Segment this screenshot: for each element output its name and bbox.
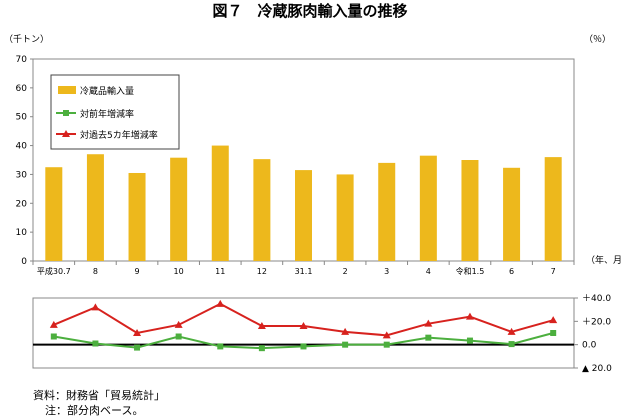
- series-point: [299, 322, 308, 329]
- series-point: [216, 299, 225, 307]
- series-point: [508, 341, 515, 348]
- top-y-tick-label: 70: [16, 55, 28, 65]
- series-point: [425, 334, 432, 341]
- series-point: [133, 329, 142, 336]
- footnote: 注：部分肉ベース。: [45, 403, 143, 417]
- top-y-tick-label: 40: [16, 142, 28, 152]
- x-tick-label: 10: [174, 267, 184, 276]
- legend-5yr-marker: [62, 130, 70, 137]
- series-line: [53, 302, 554, 337]
- bar: [86, 154, 104, 261]
- bottom-y-tick-label: ＋40.0: [582, 293, 611, 304]
- top-y-tick-label: 50: [16, 113, 28, 123]
- top-y-tick-label: 10: [16, 228, 28, 238]
- x-tick-label: 2: [343, 267, 348, 276]
- legend-yoy-label: 対前年増減率: [80, 108, 134, 120]
- x-tick-label: 8: [93, 267, 98, 276]
- series-point: [91, 303, 100, 311]
- top-y-tick-label: 20: [16, 199, 28, 209]
- bottom-y-tick-label: 0.0: [582, 341, 597, 351]
- bottom-y-unit: （％）: [584, 34, 611, 45]
- bottom-y-tick-label: ＋20.0: [582, 316, 611, 327]
- series-point: [383, 341, 390, 348]
- top-y-tick-label: 0: [21, 257, 27, 267]
- x-axis-labels: 平成30.7 8 9 10 11 12 31.1 2 3 4 令和1.5 6 7: [32, 261, 575, 276]
- legend-bar-swatch: [58, 86, 76, 94]
- top-y-unit: （千トン）: [4, 34, 49, 45]
- series-point: [549, 316, 558, 324]
- bar: [461, 160, 479, 261]
- legend-yoy-marker: [63, 110, 69, 116]
- x-tick-label: 12: [257, 267, 267, 276]
- bar: [419, 155, 437, 261]
- series-point: [466, 337, 473, 344]
- x-tick-label: 9: [134, 267, 139, 276]
- x-tick-label: 31.1: [295, 267, 313, 276]
- bar: [295, 170, 312, 261]
- top-y-tick-label: 60: [16, 84, 28, 94]
- series-point: [175, 333, 182, 340]
- series-point: [92, 340, 99, 347]
- x-tick-label: 6: [509, 267, 514, 276]
- bar-series: [45, 145, 562, 261]
- source-note: 資料：財務省「貿易統計」: [33, 388, 165, 402]
- top-y-tick-label: 30: [16, 170, 28, 180]
- series-point: [507, 327, 516, 335]
- x-unit: （年、月）: [586, 254, 621, 266]
- series-point: [424, 319, 433, 327]
- series-point: [342, 341, 349, 348]
- line-series: [49, 299, 558, 352]
- bar: [503, 167, 521, 261]
- series-point: [300, 343, 307, 350]
- series-point: [382, 331, 391, 339]
- series-point: [174, 320, 183, 328]
- legend: 冷蔵品輸入量 対前年増減率 対過去5カ年増減率: [50, 74, 180, 150]
- x-tick-label: 7: [551, 267, 556, 276]
- bottom-y-tick-label: ▲ 20.0: [582, 364, 612, 374]
- series-point: [134, 344, 141, 351]
- bar: [253, 159, 271, 261]
- series-point: [258, 345, 265, 352]
- series-point: [50, 333, 57, 340]
- series-point: [49, 320, 58, 328]
- bar: [544, 157, 562, 261]
- bar: [170, 157, 188, 261]
- bar: [211, 145, 229, 261]
- series-point: [217, 343, 224, 350]
- x-tick-label: 平成30.7: [37, 266, 71, 276]
- bottom-y-axis: ＋40.0 ＋20.0 0.0 ▲ 20.0: [33, 293, 612, 374]
- bottom-plot-frame: [32, 297, 575, 369]
- series-point: [257, 322, 266, 329]
- chart-title: 図７ 冷蔵豚肉輸入量の推移: [212, 2, 407, 20]
- bar: [336, 174, 354, 261]
- series-point: [550, 330, 557, 336]
- series-point: [465, 312, 474, 320]
- bar: [45, 167, 63, 261]
- top-y-axis: 0 10 20 30 40 50 60 70: [16, 55, 33, 267]
- bar: [128, 172, 146, 261]
- bar: [378, 162, 396, 261]
- legend-bar-label: 冷蔵品輸入量: [80, 85, 134, 97]
- legend-5yr-label: 対過去5カ年増減率: [80, 129, 158, 141]
- x-tick-label: 11: [215, 267, 225, 276]
- x-tick-label: 3: [384, 267, 389, 276]
- x-tick-label: 令和1.5: [456, 266, 485, 276]
- series-point: [341, 327, 350, 335]
- x-tick-label: 4: [426, 267, 431, 276]
